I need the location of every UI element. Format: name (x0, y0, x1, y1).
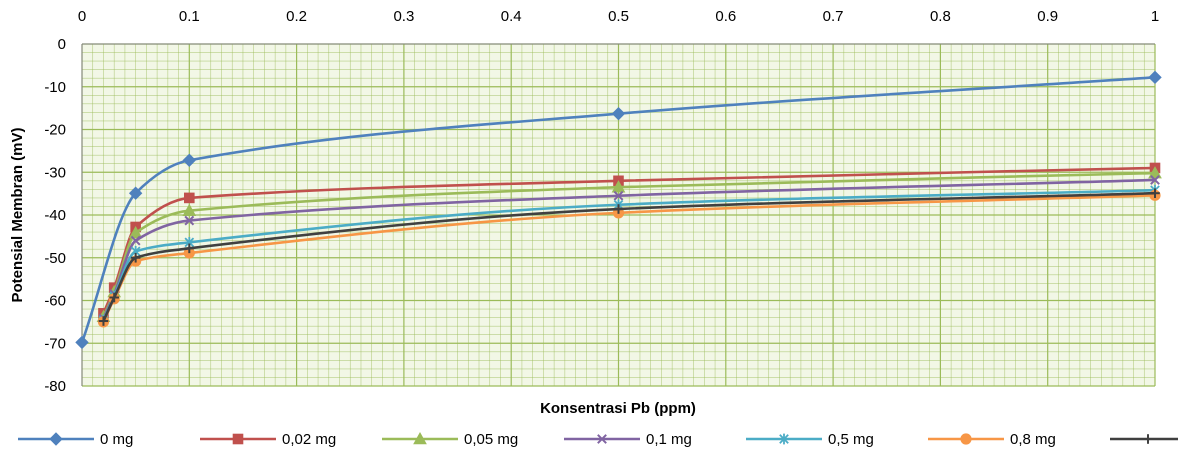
legend-item: 1 mg (1110, 434, 1178, 444)
legend-label: 0 mg (100, 431, 133, 448)
y-tick-label: -60 (44, 293, 66, 310)
y-tick-labels: 0 -10 -20 -30 -40 -50 -60 -70 -80 (44, 36, 66, 395)
legend-item: 0,02 mg (200, 431, 336, 448)
legend-label: 0,02 mg (282, 431, 336, 448)
data-point (182, 153, 197, 167)
legend-marker (413, 431, 427, 445)
x-tick-label: 0.4 (501, 8, 522, 25)
legend-label: 0,05 mg (464, 431, 518, 448)
y-tick-label: -10 (44, 79, 66, 96)
y-tick-label: -50 (44, 250, 66, 267)
series-line (102, 178, 1156, 319)
series-1-mg (98, 188, 1160, 326)
legend-marker (960, 433, 972, 445)
legend-marker (597, 434, 607, 444)
x-tick-label: 0.7 (823, 8, 844, 25)
series-0-mg (75, 70, 1162, 350)
series-line (102, 166, 1156, 314)
x-tick-label: 0.9 (1037, 8, 1058, 25)
data-point (75, 335, 89, 350)
legend: 0 mg 0,02 mg 0,05 mg 0,1 mg 0,5 mg 0,8 mg 1 mg (18, 431, 1178, 448)
x-tick-label: 0.6 (715, 8, 736, 25)
x-tick-label: 0.3 (393, 8, 414, 25)
data-point (613, 190, 624, 201)
x-tick-label: 0.8 (930, 8, 951, 25)
y-tick-label: -30 (44, 164, 66, 181)
legend-item: 0 mg (18, 431, 133, 448)
legend-label: 0,1 mg (646, 431, 692, 448)
x-axis-title: Konsentrasi Pb (ppm) (540, 400, 696, 417)
x-tick-labels: 0 0.1 0.2 0.3 0.4 0.5 0.6 0.7 0.8 0.9 1 (78, 8, 1159, 25)
data-point (128, 186, 143, 200)
data-point (1148, 166, 1162, 179)
x-tick-label: 1 (1151, 8, 1159, 25)
data-point (184, 215, 195, 226)
y-tick-label: -40 (44, 207, 66, 224)
data-point (130, 252, 141, 263)
data-point (611, 106, 626, 121)
data-point (128, 225, 143, 239)
data-point (184, 243, 195, 254)
legend-label: 0,5 mg (828, 431, 874, 448)
x-tick-label: 0.2 (286, 8, 307, 25)
data-point (1150, 188, 1160, 198)
data-point (182, 203, 197, 217)
legend-item: 0,8 mg (928, 431, 1056, 448)
y-tick-label: 0 (58, 36, 66, 53)
series-layer (75, 70, 1162, 350)
x-tick-label: 0 (78, 8, 86, 25)
y-tick-label: -20 (44, 122, 66, 139)
data-point (98, 316, 109, 326)
data-point (611, 180, 626, 193)
data-point (1150, 175, 1160, 185)
legend-marker (1143, 434, 1153, 444)
legend-item: 0,5 mg (746, 431, 874, 448)
y-tick-label: -80 (44, 378, 66, 395)
data-point (109, 292, 119, 303)
x-tick-label: 0.1 (179, 8, 200, 25)
data-point (184, 192, 195, 204)
data-point (1148, 70, 1162, 85)
legend-marker (49, 432, 63, 446)
series-line (80, 76, 1156, 343)
x-tick-label: 0.5 (608, 8, 629, 25)
data-point (130, 235, 141, 246)
data-point (613, 204, 624, 214)
series-line (102, 191, 1156, 322)
legend-label: 0,8 mg (1010, 431, 1056, 448)
y-axis-title: Potensial Membran (mV) (9, 127, 26, 302)
legend-marker (779, 433, 789, 445)
legend-item: 0,05 mg (382, 431, 518, 448)
legend-item: 0,1 mg (564, 431, 692, 448)
y-tick-label: -70 (44, 335, 66, 352)
legend-marker (232, 433, 244, 445)
